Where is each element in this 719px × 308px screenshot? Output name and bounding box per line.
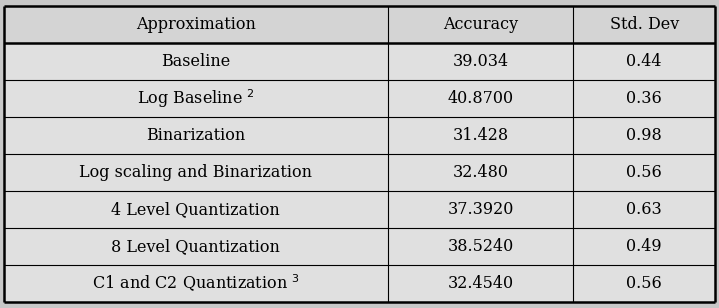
Bar (4, 228, 388, 265)
Text: 0.56: 0.56 (626, 275, 662, 292)
Bar (4, 154, 388, 191)
Text: Log Baseline $^{2}$: Log Baseline $^{2}$ (137, 87, 255, 110)
Text: 31.428: 31.428 (452, 127, 508, 144)
Text: Baseline: Baseline (161, 53, 230, 70)
Bar (573, 228, 715, 265)
Bar (388, 228, 573, 265)
Text: 37.3920: 37.3920 (447, 201, 513, 218)
Bar (4, 265, 388, 302)
Text: 8 Level Quantization: 8 Level Quantization (111, 238, 280, 255)
Text: 0.98: 0.98 (626, 127, 662, 144)
Bar (388, 191, 573, 228)
Text: 0.36: 0.36 (626, 90, 662, 107)
Text: 38.5240: 38.5240 (447, 238, 513, 255)
Text: Approximation: Approximation (136, 16, 256, 33)
Bar (4, 80, 388, 117)
Text: Log scaling and Binarization: Log scaling and Binarization (79, 164, 312, 181)
Bar (4, 117, 388, 154)
Bar (4, 191, 388, 228)
Text: C1 and C2 Quantization $^{3}$: C1 and C2 Quantization $^{3}$ (92, 273, 300, 294)
Text: Std. Dev: Std. Dev (610, 16, 679, 33)
Bar (573, 117, 715, 154)
Text: 0.56: 0.56 (626, 164, 662, 181)
Text: 32.480: 32.480 (452, 164, 508, 181)
Text: 32.4540: 32.4540 (447, 275, 513, 292)
Bar (573, 80, 715, 117)
Text: 0.44: 0.44 (626, 53, 662, 70)
Bar (388, 154, 573, 191)
Text: 0.49: 0.49 (626, 238, 662, 255)
Bar (388, 265, 573, 302)
Bar (573, 191, 715, 228)
Bar (573, 154, 715, 191)
Bar (388, 6, 573, 43)
Text: 40.8700: 40.8700 (447, 90, 513, 107)
Bar (4, 43, 388, 80)
Bar (573, 265, 715, 302)
Bar (388, 80, 573, 117)
Bar (573, 43, 715, 80)
Text: 4 Level Quantization: 4 Level Quantization (111, 201, 280, 218)
Text: Binarization: Binarization (146, 127, 245, 144)
Text: 0.63: 0.63 (626, 201, 662, 218)
Bar (388, 117, 573, 154)
Bar (573, 6, 715, 43)
Bar (4, 6, 388, 43)
Text: 39.034: 39.034 (452, 53, 508, 70)
Text: Accuracy: Accuracy (443, 16, 518, 33)
Bar (388, 43, 573, 80)
